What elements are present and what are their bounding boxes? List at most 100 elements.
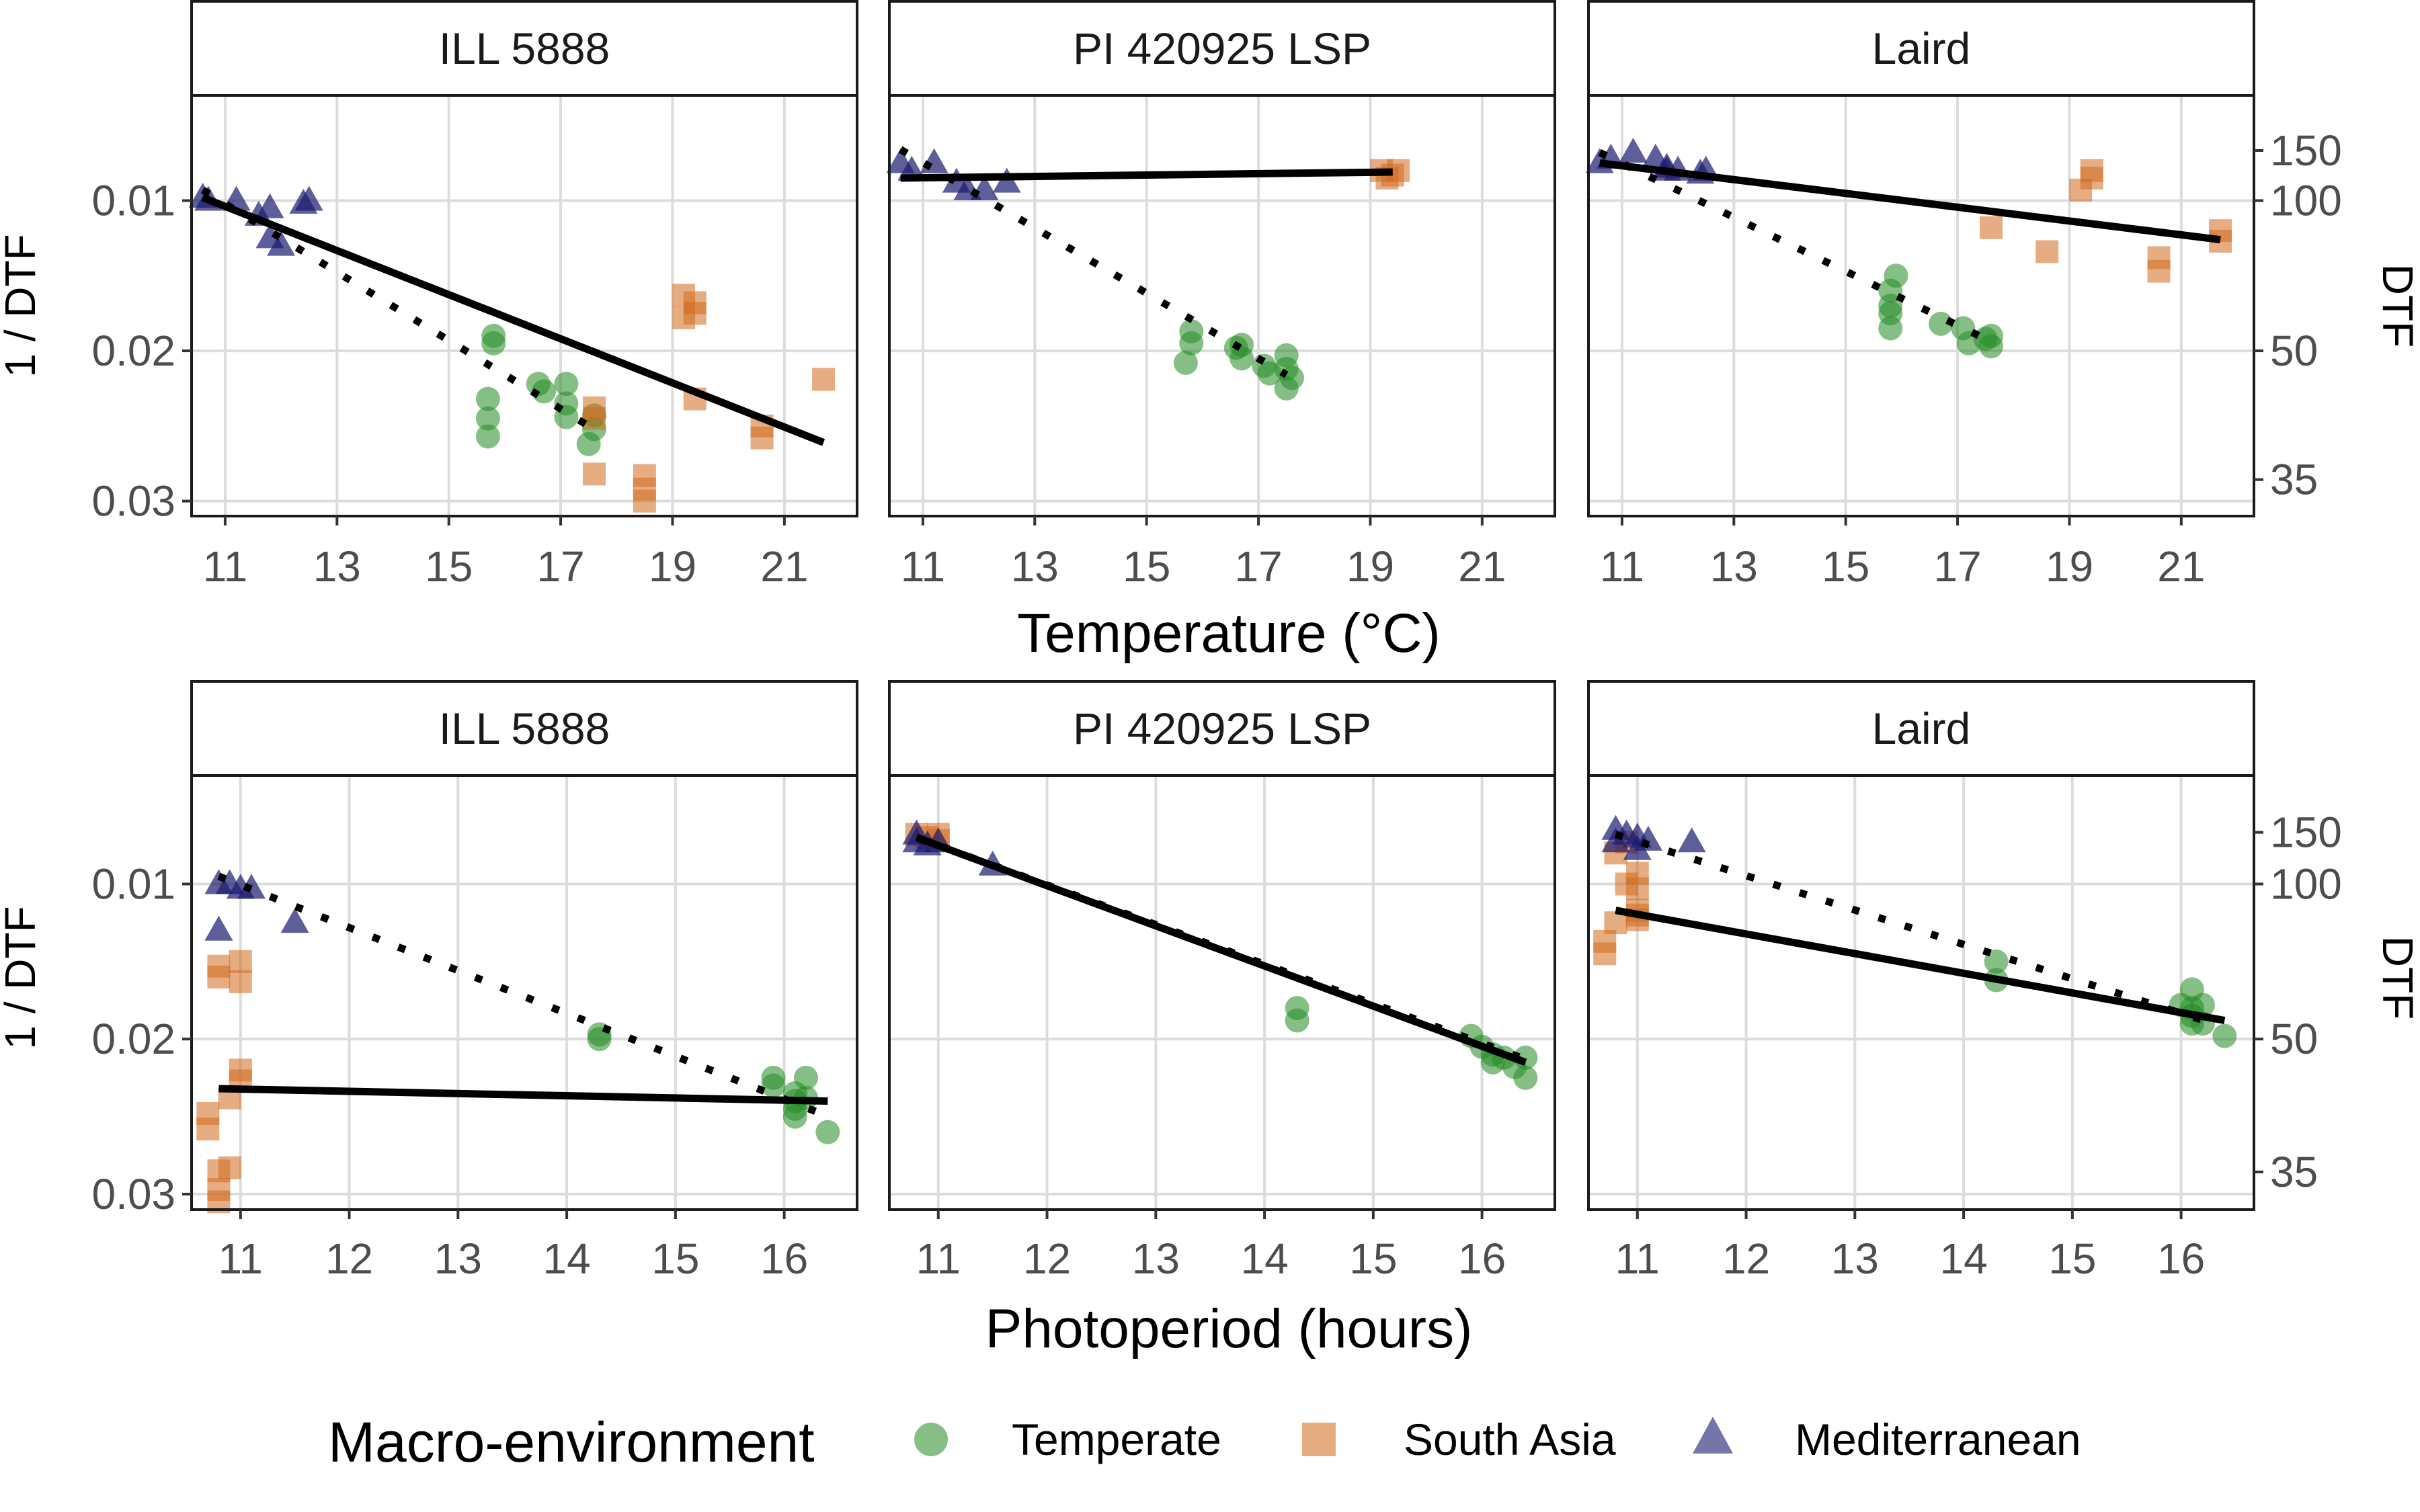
x-tick-label: 19 bbox=[1346, 542, 1394, 591]
strip-label: ILL 5888 bbox=[439, 704, 610, 753]
strip-header bbox=[1587, 0, 2255, 97]
plot-background bbox=[889, 95, 1555, 516]
legend-key-circle bbox=[914, 1423, 948, 1456]
panel-border bbox=[888, 774, 1556, 1211]
data-point bbox=[229, 950, 252, 973]
data-point bbox=[1619, 137, 1648, 163]
data-point bbox=[204, 915, 233, 941]
data-point bbox=[1173, 350, 1198, 375]
x-tick-label: 11 bbox=[1600, 542, 1644, 591]
x-tick-label: 11 bbox=[916, 1234, 961, 1283]
data-point bbox=[1634, 825, 1662, 851]
y-axis-title-left-row1: 1 / DTF bbox=[0, 234, 44, 377]
data-point bbox=[554, 372, 579, 396]
y-tick-label-right: 35 bbox=[2270, 456, 2318, 504]
data-point bbox=[582, 462, 606, 486]
x-tick-label: 15 bbox=[1822, 542, 1869, 591]
data-point bbox=[576, 431, 601, 456]
data-point bbox=[475, 424, 500, 449]
data-point bbox=[2190, 993, 2215, 1017]
data-point bbox=[2147, 259, 2171, 283]
strip-header bbox=[1587, 680, 2255, 777]
x-tick-label: 17 bbox=[1933, 542, 1981, 591]
y-tick-label-left: 0.03 bbox=[91, 1170, 175, 1218]
panel-5: PI 420925 LSP 11 12 13 14 15 16 bbox=[888, 680, 1556, 1283]
legend-label: Temperate bbox=[1012, 1415, 1221, 1464]
fit-line-solid bbox=[1599, 159, 2221, 244]
panel-border bbox=[190, 94, 858, 517]
data-point bbox=[475, 406, 500, 431]
plot-background bbox=[192, 95, 857, 516]
y-tick-label-left: 0.01 bbox=[91, 860, 175, 909]
data-point bbox=[475, 386, 500, 411]
data-point bbox=[2212, 1023, 2237, 1048]
x-tick-label: 11 bbox=[218, 1234, 263, 1283]
x-tick-label: 14 bbox=[542, 1234, 590, 1283]
x-tick-label: 15 bbox=[651, 1234, 699, 1283]
x-tick-label: 17 bbox=[536, 542, 584, 591]
x-tick-label: 11 bbox=[901, 542, 945, 591]
plot-background bbox=[889, 775, 1555, 1210]
x-tick-label: 15 bbox=[2048, 1234, 2096, 1283]
panel-2: PI 420925 LSP 11 13 15 17 19 21 bbox=[886, 0, 1556, 591]
data-point bbox=[1929, 311, 1953, 336]
x-tick-label: 13 bbox=[1831, 1234, 1879, 1283]
x-tick-label: 11 bbox=[203, 542, 247, 591]
data-point bbox=[1179, 319, 1204, 344]
strip-header bbox=[190, 0, 858, 97]
x-tick-label: 13 bbox=[313, 542, 361, 591]
data-point bbox=[782, 1104, 807, 1129]
panel-4: ILL 5888 11 12 13 14 15 16 0.01 0.02 0.03 bbox=[91, 680, 858, 1283]
x-tick-label: 13 bbox=[434, 1234, 482, 1283]
strip-header bbox=[190, 680, 858, 777]
data-point bbox=[218, 1156, 241, 1179]
plot-background bbox=[192, 775, 857, 1210]
legend-key-triangle bbox=[1693, 1417, 1733, 1454]
y-tick-label-left: 0.02 bbox=[91, 327, 175, 375]
plot-background bbox=[1588, 95, 2254, 516]
legend-label: Mediterranean bbox=[1795, 1415, 2081, 1464]
data-point bbox=[2080, 159, 2103, 182]
y-axis-title-right-row1: DTF bbox=[2374, 264, 2420, 347]
y-tick-label-left: 0.01 bbox=[91, 177, 175, 225]
panel-border bbox=[190, 774, 858, 1211]
x-tick-label: 12 bbox=[325, 1234, 373, 1283]
x-tick-label: 13 bbox=[1132, 1234, 1180, 1283]
x-tick-label: 19 bbox=[2046, 542, 2093, 591]
x-tick-label: 14 bbox=[1240, 1234, 1288, 1283]
legend: Macro-environment Temperate South Asia Med… bbox=[328, 1411, 2081, 1474]
strip-header bbox=[888, 0, 1556, 97]
x-tick-label: 12 bbox=[1023, 1234, 1071, 1283]
data-point bbox=[812, 368, 836, 391]
x-tick-label: 21 bbox=[2157, 542, 2205, 591]
y-tick-label-right: 150 bbox=[2270, 126, 2342, 175]
x-tick-label: 11 bbox=[1615, 1234, 1660, 1283]
panel-1: ILL 5888 11 13 15 17 19 21 0.01 0.02 0.03 bbox=[91, 0, 858, 591]
x-tick-label: 13 bbox=[1011, 542, 1059, 591]
fit-line-dotted bbox=[898, 146, 1289, 378]
y-tick-label-left: 0.03 bbox=[91, 477, 175, 526]
data-point bbox=[207, 965, 231, 989]
x-axis-title-photoperiod: Photoperiod (hours) bbox=[985, 1298, 1473, 1359]
panel-border bbox=[888, 94, 1556, 517]
strip-label: PI 420925 LSP bbox=[1073, 704, 1371, 753]
data-point bbox=[793, 1065, 818, 1090]
legend-item-south-asia: South Asia bbox=[1302, 1415, 1616, 1464]
x-tick-label: 16 bbox=[2157, 1234, 2205, 1283]
legend-title: Macro-environment bbox=[328, 1411, 815, 1474]
y-tick-label-left: 0.02 bbox=[91, 1015, 175, 1063]
data-point bbox=[255, 193, 284, 218]
data-point bbox=[481, 323, 506, 348]
data-point bbox=[1984, 949, 2009, 974]
x-tick-label: 21 bbox=[760, 542, 808, 591]
x-tick-label: 15 bbox=[1123, 542, 1170, 591]
data-point bbox=[1884, 263, 1908, 288]
data-point bbox=[267, 230, 296, 256]
y-tick-label-right: 50 bbox=[2270, 1015, 2318, 1063]
fit-line-solid bbox=[900, 168, 1393, 182]
data-point bbox=[2035, 240, 2059, 263]
panel-border bbox=[1587, 94, 2255, 517]
x-tick-label: 15 bbox=[1349, 1234, 1397, 1283]
